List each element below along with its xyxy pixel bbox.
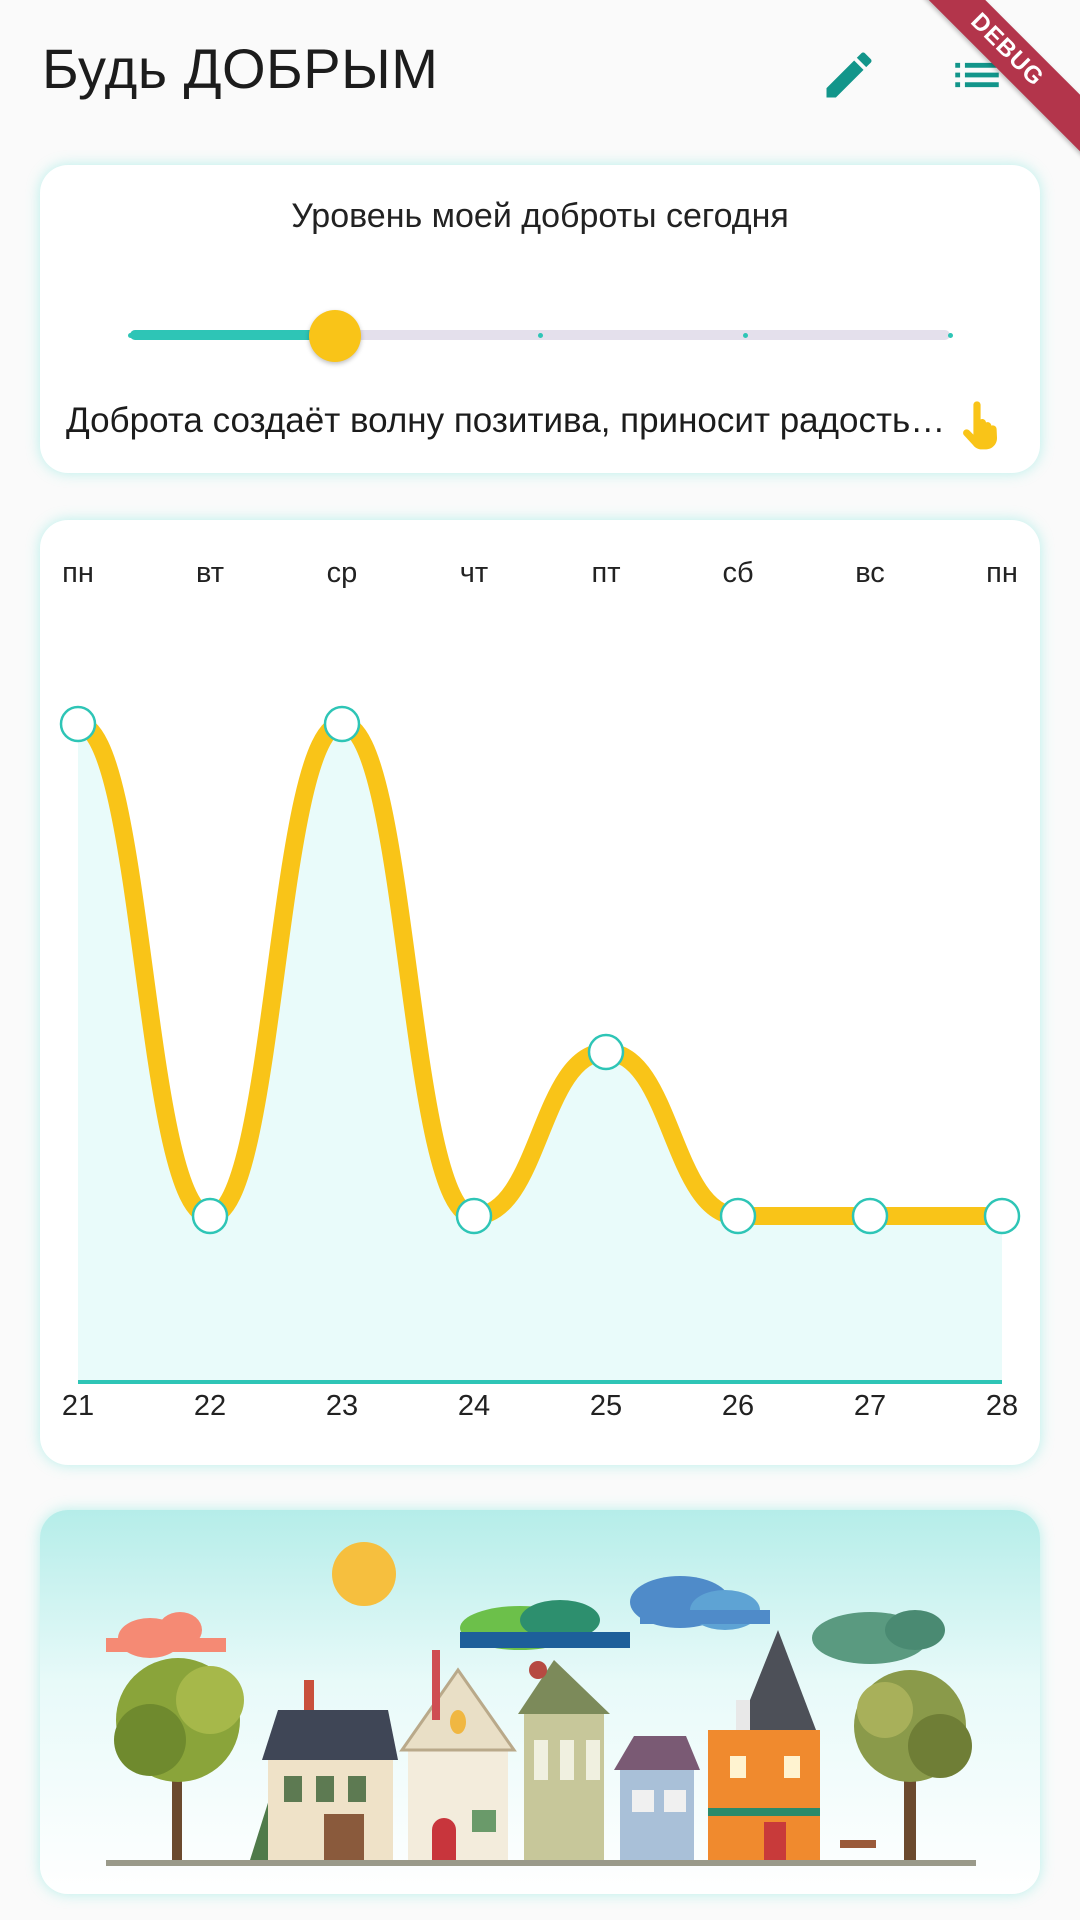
day-label: вт (196, 557, 224, 589)
day-label: ср (327, 557, 358, 589)
series-line (69, 715, 1011, 1225)
day-label: чт (460, 557, 488, 589)
data-point[interactable] (59, 705, 97, 743)
date-label: 28 (986, 1390, 1018, 1422)
slider-tick (128, 333, 133, 338)
day-label: пн (986, 557, 1018, 589)
data-point[interactable] (587, 1033, 625, 1071)
data-point[interactable] (983, 1197, 1021, 1235)
town-illustration (106, 1542, 976, 1866)
cloud-icon (106, 1612, 226, 1658)
cloud-icon (460, 1600, 630, 1650)
slider-tick (743, 333, 748, 338)
date-label: 23 (326, 1390, 358, 1422)
edit-button[interactable] (814, 40, 884, 110)
list-icon (955, 62, 999, 88)
slider-thumb[interactable] (309, 310, 361, 362)
data-point[interactable] (851, 1197, 889, 1235)
town-illustration-card (40, 1510, 1040, 1894)
date-label: 21 (62, 1390, 94, 1422)
page-title: Будь ДОБРЫМ (42, 37, 439, 100)
date-label: 27 (854, 1390, 886, 1422)
bench-icon (840, 1840, 876, 1848)
day-label: пт (592, 557, 621, 589)
date-label: 25 (590, 1390, 622, 1422)
cloud-icon (812, 1610, 945, 1664)
kindness-level-card: Уровень моей доброты сегодня Доброта соз… (40, 165, 1040, 473)
ground-line (106, 1860, 976, 1866)
house-icon (399, 1650, 517, 1860)
slider-tick (948, 333, 953, 338)
weekly-chart-card: пн вт ср чт пт сб вс пн 21 22 23 24 25 26 27 28 (40, 520, 1040, 1465)
chart-area (78, 724, 1002, 1380)
list-button[interactable] (942, 40, 1012, 110)
kindness-quote: Доброта создаёт волну позитива, приносит… (66, 401, 946, 440)
tree-icon (114, 1658, 294, 1860)
day-label: сб (722, 557, 753, 589)
kindness-slider[interactable] (128, 310, 953, 362)
data-point[interactable] (323, 705, 361, 743)
data-point[interactable] (455, 1197, 493, 1235)
kindness-level-title: Уровень моей доброты сегодня (291, 197, 789, 235)
house-icon (708, 1630, 820, 1860)
date-label: 24 (458, 1390, 490, 1422)
date-label: 22 (194, 1390, 226, 1422)
house-icon (262, 1680, 398, 1860)
date-label: 26 (722, 1390, 754, 1422)
day-label: вс (855, 557, 885, 589)
tap-hand-icon[interactable] (958, 397, 1008, 453)
slider-tick (538, 333, 543, 338)
house-icon (614, 1736, 700, 1860)
slider-fill (130, 330, 335, 340)
app-bar: Будь ДОБРЫМ DEBUG (0, 0, 1080, 160)
tree-icon (854, 1670, 972, 1860)
pencil-icon (826, 52, 872, 98)
cloud-icon (630, 1576, 770, 1630)
data-point[interactable] (719, 1197, 757, 1235)
sun-icon (332, 1542, 396, 1606)
house-icon (518, 1660, 610, 1860)
quote-row: Доброта создаёт волну позитива, приносит… (66, 401, 1016, 451)
kindness-line-chart: пн вт ср чт пт сб вс пн 21 22 23 24 25 26 27 28 (59, 557, 1021, 1422)
data-point[interactable] (191, 1197, 229, 1235)
day-label: пн (62, 557, 94, 589)
